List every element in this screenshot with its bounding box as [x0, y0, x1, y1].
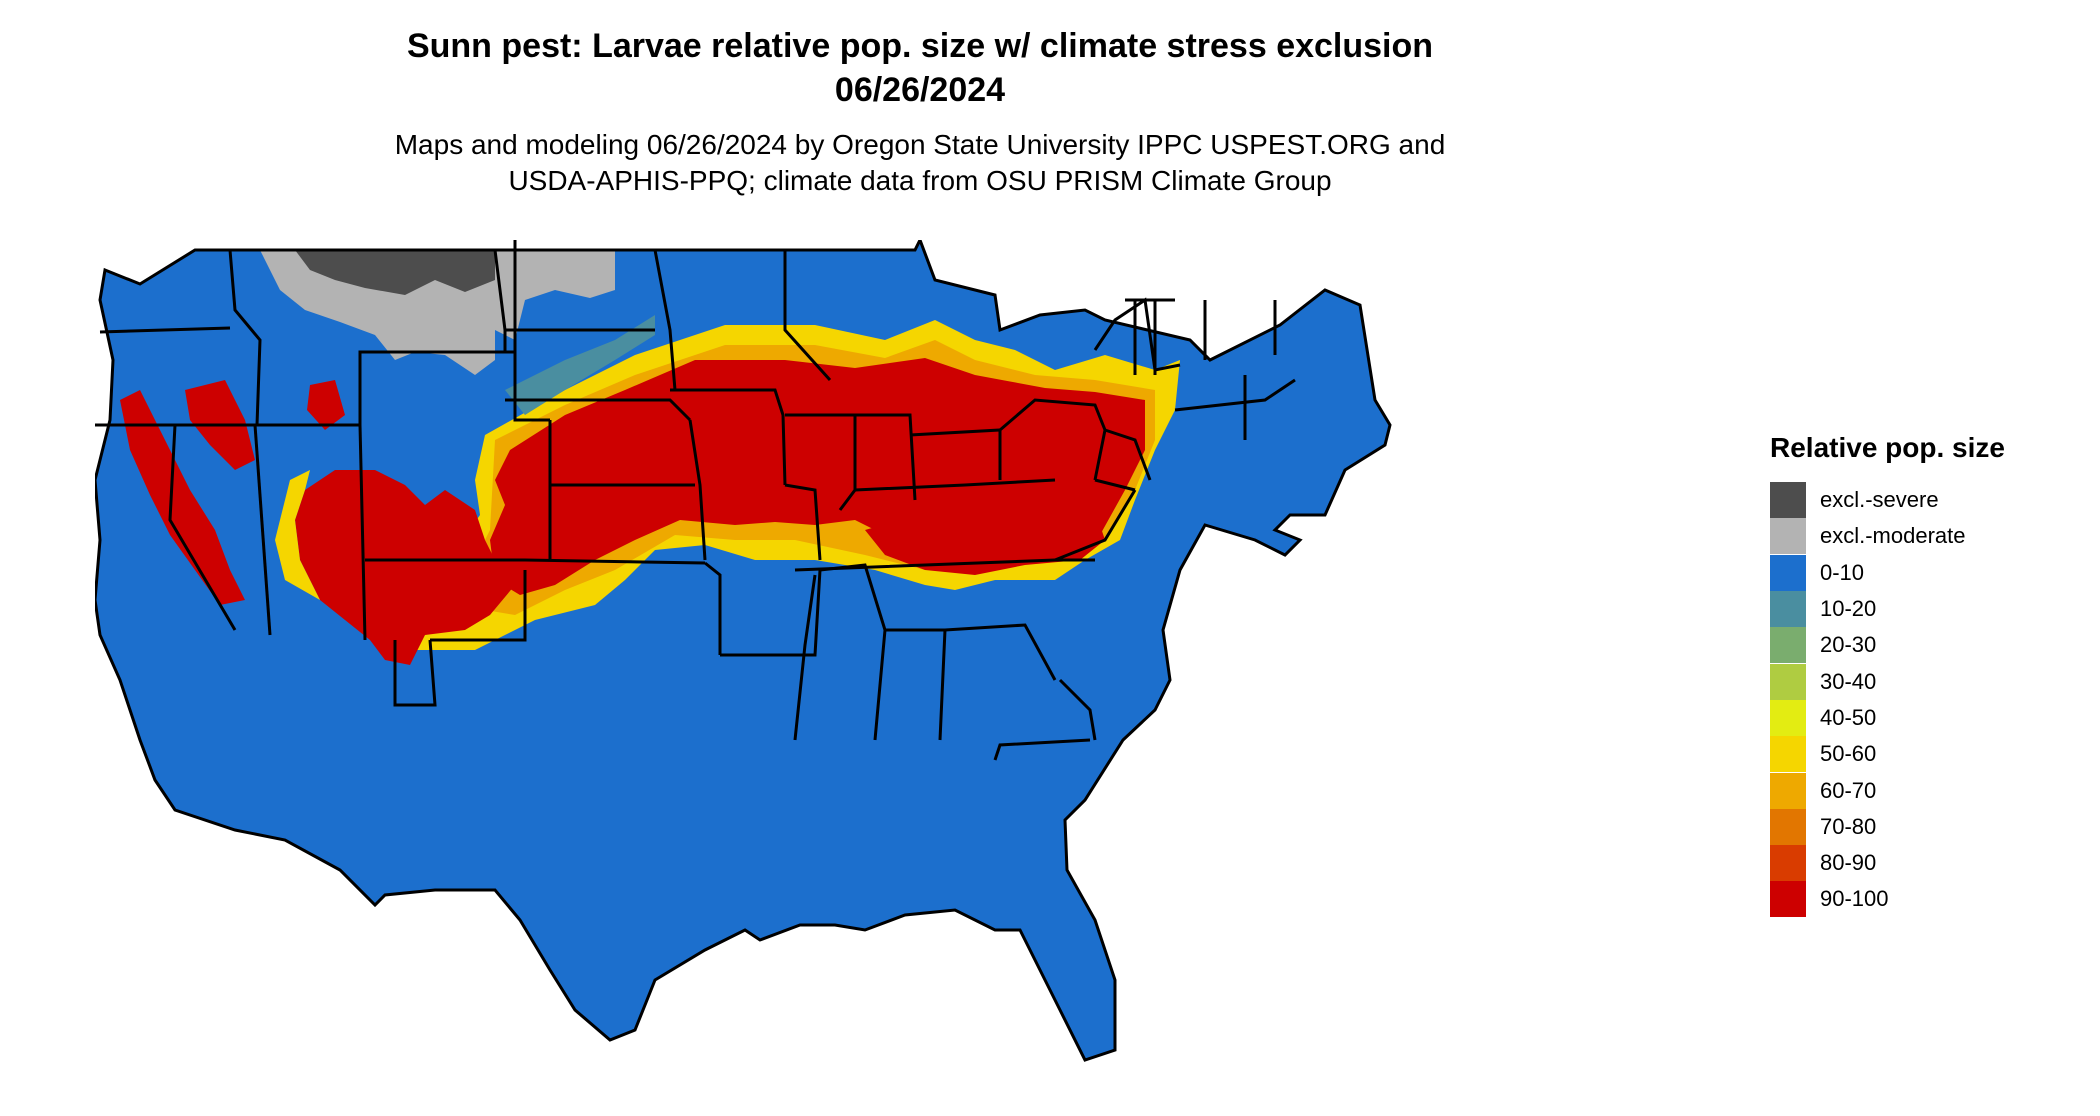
legend-item: 20-30 — [1770, 627, 2005, 664]
legend-label: 70-80 — [1820, 813, 1877, 839]
high-risk-utah — [307, 380, 345, 430]
legend-swatch — [1770, 518, 1806, 555]
legend-label: 90-100 — [1820, 886, 1889, 912]
legend-item: 80-90 — [1770, 845, 2005, 882]
legend-title: Relative pop. size — [1770, 432, 2005, 463]
map-subtitle-line-1: Maps and modeling 06/26/2024 by Oregon S… — [394, 129, 1446, 160]
legend: Relative pop. size excl.-severe excl.-mod… — [1770, 432, 2005, 918]
legend-item: 0-10 — [1770, 554, 2005, 591]
legend-label: excl.-severe — [1820, 487, 1939, 513]
legend-swatch — [1770, 845, 1806, 882]
legend-label: 30-40 — [1820, 668, 1877, 694]
legend-item: excl.-moderate — [1770, 518, 2005, 555]
legend-label: 50-60 — [1820, 741, 1877, 767]
legend-label: 20-30 — [1820, 632, 1877, 658]
legend-item: 40-50 — [1770, 699, 2005, 736]
legend-item: 30-40 — [1770, 663, 2005, 700]
legend-label: 10-20 — [1820, 596, 1877, 622]
high-risk-southwest — [295, 470, 515, 665]
legend-swatch — [1770, 591, 1806, 628]
us-map — [95, 240, 1392, 1062]
legend-label: excl.-moderate — [1820, 523, 1966, 549]
high-risk-california — [120, 390, 245, 605]
legend-swatch — [1770, 627, 1806, 664]
legend-item: excl.-severe — [1770, 482, 2005, 519]
legend-item: 60-70 — [1770, 772, 2005, 809]
high-risk-sw-yellow-edge — [275, 470, 320, 600]
high-risk-southeast — [865, 490, 1105, 575]
legend-swatch — [1770, 482, 1806, 519]
legend-swatch — [1770, 881, 1806, 918]
legend-swatch — [1770, 736, 1806, 773]
legend-item: 90-100 — [1770, 881, 2005, 918]
legend-label: 40-50 — [1820, 704, 1877, 730]
legend-item: 50-60 — [1770, 736, 2005, 773]
legend-item: 70-80 — [1770, 808, 2005, 845]
map-title: Sunn pest: Larvae relative pop. size w/ … — [406, 27, 1434, 65]
map-subtitle-line-2: USDA-APHIS-PPQ; climate data from OSU PR… — [508, 165, 1332, 196]
legend-label: 80-90 — [1820, 850, 1877, 876]
legend-label: 0-10 — [1820, 559, 1865, 585]
legend-swatch — [1770, 699, 1806, 736]
legend-swatch — [1770, 772, 1806, 809]
legend-items: excl.-severe excl.-moderate 0-10 10-20 20-30… — [1770, 482, 2005, 918]
state-borders — [95, 240, 1392, 1062]
legend-swatch — [1770, 554, 1806, 591]
low-risk-plains-band — [505, 315, 655, 415]
excl-severe-zone — [295, 250, 495, 295]
map-date: 06/26/2024 — [834, 71, 1006, 109]
legend-swatch — [1770, 808, 1806, 845]
legend-swatch — [1770, 663, 1806, 700]
legend-label: 60-70 — [1820, 777, 1877, 803]
risk-fill — [95, 240, 1390, 1060]
legend-item: 10-20 — [1770, 591, 2005, 628]
